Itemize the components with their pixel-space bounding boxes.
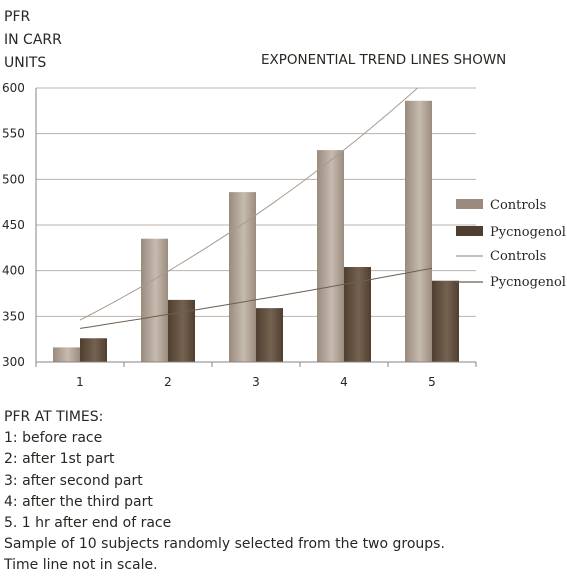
note-line: 2: after 1st part	[4, 451, 115, 468]
x-tick-label: 4	[340, 375, 348, 389]
bar-pycnogenol-4	[344, 267, 371, 362]
legend-label-controls: Controls	[490, 198, 546, 213]
x-tick-label: 5	[428, 375, 436, 389]
trend-line-controls	[79, 88, 419, 321]
y-tick-label: 400	[2, 264, 25, 278]
y-tick-label: 500	[2, 172, 25, 186]
y-axis-label-line: PFR	[4, 9, 31, 25]
bar-controls-3	[229, 192, 256, 362]
bar-pycnogenol-5	[432, 280, 459, 362]
bar-pycnogenol-2	[168, 299, 195, 362]
x-tick-label: 3	[252, 375, 260, 389]
legend-swatch-pycnogenol	[456, 226, 483, 236]
bar-pycnogenol-1	[80, 338, 107, 362]
bar-controls-4	[317, 150, 344, 362]
note-line: 4: after the third part	[4, 493, 153, 510]
note-line: Sample of 10 subjects randomly selected …	[4, 536, 445, 553]
bar-pycnogenol-3	[256, 308, 283, 362]
bar-controls-1	[53, 347, 80, 362]
note-line: 1: before race	[4, 430, 103, 447]
bars	[53, 100, 459, 362]
y-tick-label: 550	[2, 127, 25, 141]
note-line: 3: after second part	[4, 472, 143, 489]
note-line: PFR AT TIMES:	[4, 409, 104, 425]
y-tick-label: 450	[2, 218, 25, 232]
legend-swatch-controls	[456, 199, 483, 209]
bar-controls-5	[405, 100, 432, 362]
trend-line-pycnogenol	[79, 267, 433, 329]
y-tick-label: 300	[2, 355, 25, 369]
y-axis-label-line: UNITS	[4, 55, 47, 71]
legend: Controls Pycnogenol Controls Pycnogenol	[456, 198, 566, 290]
note-line: Time line not in scale.	[4, 557, 158, 574]
notes: PFR AT TIMES: 1: before race 2: after 1s…	[4, 407, 445, 577]
bar-chart: 300 350 400 450 500 550 600 1 2 3 4 5 Controls Pycn…	[2, 81, 566, 389]
legend-label-trend-controls: Controls	[490, 249, 546, 264]
y-tick-label: 600	[2, 81, 25, 95]
x-tick-label: 2	[164, 375, 172, 389]
trend-lines	[79, 88, 433, 329]
chart-subtitle: EXPONENTIAL TREND LINES SHOWN	[261, 52, 507, 68]
x-axis: 1 2 3 4 5	[35, 88, 477, 389]
note-line: 5. 1 hr after end of race	[4, 515, 172, 532]
x-tick-label: 1	[76, 375, 84, 389]
legend-label-pycnogenol: Pycnogenol	[490, 225, 566, 240]
y-tick-labels: 300 350 400 450 500 550 600	[2, 81, 25, 369]
y-axis-label-line: IN CARR	[4, 32, 62, 48]
y-tick-label: 350	[2, 309, 25, 323]
legend-label-trend-pycnogenol: Pycnogenol	[490, 275, 566, 290]
y-axis-label: PFR IN CARR UNITS	[4, 6, 62, 75]
bar-controls-2	[141, 238, 168, 362]
